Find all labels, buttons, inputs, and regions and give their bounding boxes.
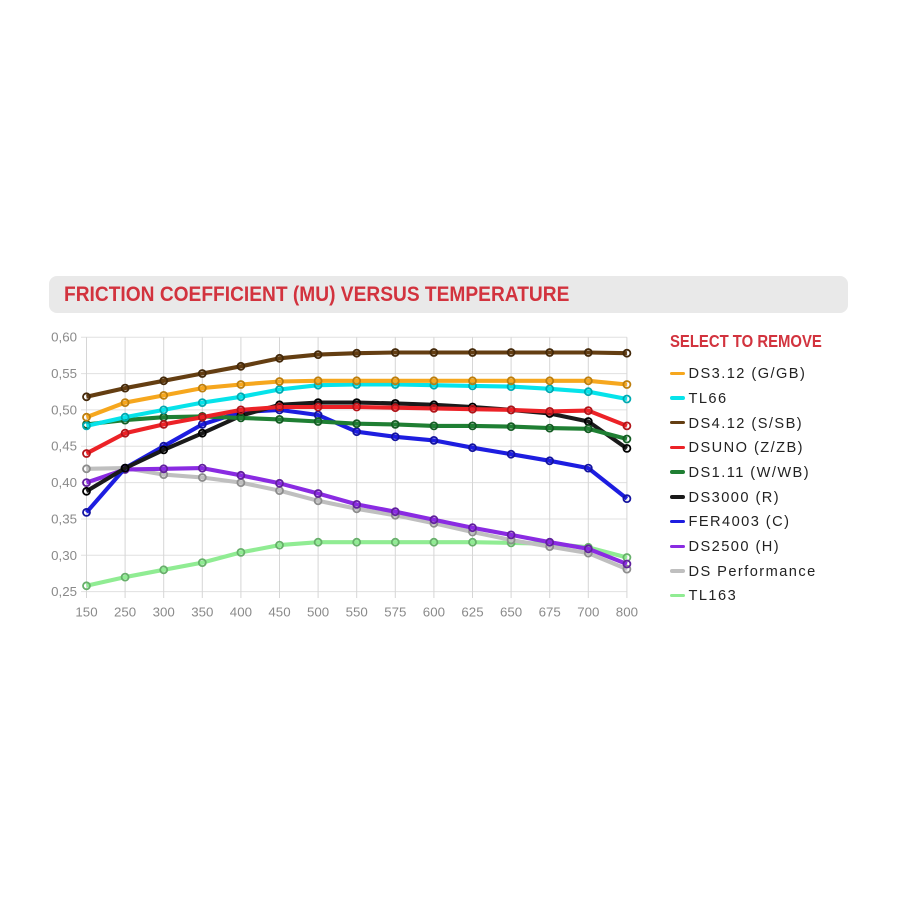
- svg-text:575: 575: [384, 605, 406, 620]
- svg-text:0,25: 0,25: [51, 584, 77, 599]
- svg-text:450: 450: [268, 605, 290, 620]
- svg-text:150: 150: [75, 605, 97, 620]
- svg-text:700: 700: [577, 605, 599, 620]
- svg-text:650: 650: [500, 605, 522, 620]
- svg-text:400: 400: [230, 605, 252, 620]
- svg-text:250: 250: [114, 605, 136, 620]
- svg-text:800: 800: [616, 605, 638, 620]
- svg-text:0,50: 0,50: [51, 402, 77, 417]
- svg-text:600: 600: [423, 605, 445, 620]
- svg-text:0,45: 0,45: [51, 439, 77, 454]
- svg-text:350: 350: [191, 605, 213, 620]
- svg-text:0,30: 0,30: [51, 548, 77, 563]
- svg-text:550: 550: [346, 605, 368, 620]
- svg-text:675: 675: [539, 605, 561, 620]
- svg-text:500: 500: [307, 605, 329, 620]
- svg-text:0,60: 0,60: [51, 330, 77, 345]
- svg-text:300: 300: [153, 605, 175, 620]
- svg-text:0,35: 0,35: [51, 512, 77, 527]
- svg-text:625: 625: [461, 605, 483, 620]
- svg-text:0,55: 0,55: [51, 366, 77, 381]
- svg-text:0,40: 0,40: [51, 475, 77, 490]
